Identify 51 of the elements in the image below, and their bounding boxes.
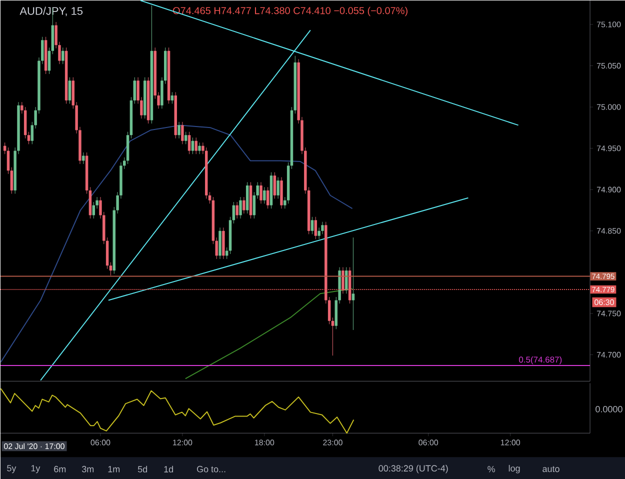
candlestick	[188, 132, 191, 154]
candlestick	[225, 247, 228, 260]
text: auto	[542, 466, 560, 472]
candlestick	[178, 122, 180, 139]
text: 00:38:29 (UTC-4)	[378, 464, 448, 474]
text: Go to...	[197, 466, 226, 472]
candlestick	[109, 262, 112, 276]
candlestick	[62, 47, 64, 64]
candlestick	[133, 77, 136, 104]
candlestick	[27, 132, 30, 144]
candlestick	[3, 142, 6, 154]
text: 1d	[164, 466, 173, 472]
candlestick	[345, 266, 348, 294]
candlestick	[68, 77, 72, 104]
candlestick	[191, 137, 194, 154]
candlestick	[314, 216, 318, 240]
annotation: 0.5(74.687)	[519, 356, 562, 364]
text: 0.0000	[596, 406, 622, 412]
candlestick	[181, 122, 184, 144]
text: %	[488, 466, 495, 472]
candlestick	[208, 192, 212, 204]
text: 3m	[82, 466, 94, 472]
text: 1m	[108, 466, 120, 472]
line-series	[0, 124, 353, 363]
text: log	[508, 464, 520, 474]
candlestick	[352, 237, 355, 330]
text: 5d	[138, 466, 148, 472]
candlestick	[260, 182, 262, 204]
candlestick	[310, 216, 314, 234]
candlestick	[48, 47, 51, 74]
text: O74.465 H74.477 L74.380 C74.410 −0.055 (−0.07%)	[173, 6, 408, 16]
candlestick	[266, 186, 270, 209]
candlestick	[273, 172, 276, 199]
candlestick	[276, 176, 280, 199]
candlestick	[82, 152, 85, 164]
candlestick	[242, 196, 246, 214]
candlestick	[331, 317, 334, 356]
candlestick	[6, 147, 10, 174]
candlestick	[10, 167, 14, 194]
text: 6m	[54, 466, 66, 472]
candlestick	[198, 142, 201, 154]
candlestick	[239, 196, 242, 219]
candlestick	[232, 202, 236, 224]
candlestick	[184, 132, 188, 144]
text: 5y	[7, 465, 16, 474]
candlestick	[170, 92, 174, 104]
text: 1y	[31, 465, 40, 474]
candlestick	[263, 186, 266, 204]
candlestick	[236, 202, 238, 219]
candlestick	[194, 137, 198, 154]
candlestick	[342, 266, 344, 294]
